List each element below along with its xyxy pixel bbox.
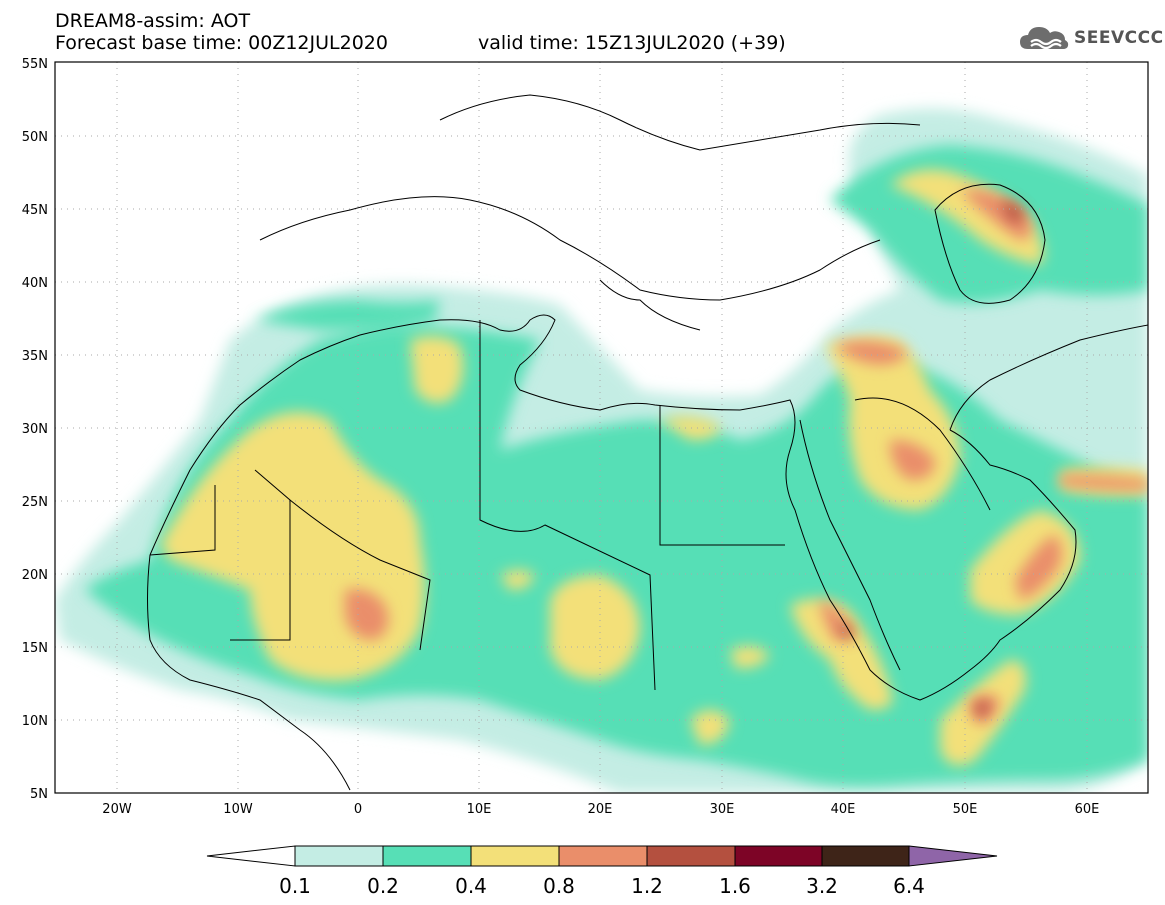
lat-label-25n: 25N (22, 495, 48, 510)
aot-level-0.8 (345, 189, 1148, 725)
coastlines (147, 94, 1148, 791)
lat-label-35n: 35N (22, 349, 48, 364)
colorbar-swatch-7 (821, 845, 910, 867)
lat-label-50n: 50N (22, 130, 48, 145)
lat-labels: 55N 50N 45N 40N 35N 30N 25N 20N 15N 10N … (22, 57, 48, 802)
lon-label-10w: 10W (223, 802, 253, 817)
colorbar-swatch-5 (646, 845, 736, 867)
lat-label-15n: 15N (22, 641, 48, 656)
colorbar: 0.1 0.2 0.4 0.8 1.2 1.6 3.2 6.4 (206, 845, 998, 898)
colorbar-label-0.1: 0.1 (279, 874, 311, 898)
colorbar-swatch-4 (558, 845, 648, 867)
colorbar-label-1.6: 1.6 (719, 874, 751, 898)
aot-field (55, 62, 1148, 793)
lat-label-40n: 40N (22, 276, 48, 291)
lat-label-45n: 45N (22, 203, 48, 218)
lon-label-60e: 60E (1075, 802, 1100, 817)
lat-label-55n: 55N (22, 57, 48, 72)
colorbar-labels: 0.1 0.2 0.4 0.8 1.2 1.6 3.2 6.4 (279, 874, 925, 898)
colorbar-label-0.4: 0.4 (455, 874, 487, 898)
lon-label-20w: 20W (102, 802, 132, 817)
lon-label-0: 0 (354, 802, 362, 817)
cloud-icon (1020, 27, 1069, 50)
lat-label-5n: 5N (30, 787, 48, 802)
valid-time: valid time: 15Z13JUL2020 (+39) (478, 32, 786, 54)
colorbar-swatch-3 (470, 845, 560, 867)
lat-label-30n: 30N (22, 422, 48, 437)
seevccc-logo: SEEVCCC (1018, 22, 1164, 54)
colorbar-label-0.2: 0.2 (367, 874, 399, 898)
colorbar-label-0.8: 0.8 (543, 874, 575, 898)
lon-label-30e: 30E (710, 802, 735, 817)
lon-label-40e: 40E (831, 802, 856, 817)
lon-label-50e: 50E (953, 802, 978, 817)
lon-label-10e: 10E (467, 802, 492, 817)
colorbar-swatch-2 (382, 845, 472, 867)
aot-map: 55N 50N 45N 40N 35N 30N 25N 20N 15N 10N … (22, 57, 1149, 817)
colorbar-swatch-6 (734, 845, 823, 867)
colorbar-above-triangle (908, 845, 998, 867)
colorbar-label-1.2: 1.2 (631, 874, 663, 898)
aot-level-1.2 (842, 200, 1025, 716)
colorbar-below-triangle (206, 845, 296, 867)
lat-label-20n: 20N (22, 568, 48, 583)
colorbar-swatch-1 (294, 845, 384, 867)
forecast-base-time: Forecast base time: 00Z12JUL2020 (55, 32, 388, 54)
lat-label-10n: 10N (22, 714, 48, 729)
lon-label-20e: 20E (588, 802, 613, 817)
map-title: DREAM8-assim: AOT (55, 10, 251, 32)
colorbar-label-6.4: 6.4 (893, 874, 925, 898)
map-frame (54, 61, 1149, 794)
lon-labels: 20W 10W 0 10E 20E 30E 40E 50E 60E (102, 802, 1099, 817)
logo-text: SEEVCCC (1074, 28, 1164, 48)
colorbar-label-3.2: 3.2 (806, 874, 838, 898)
